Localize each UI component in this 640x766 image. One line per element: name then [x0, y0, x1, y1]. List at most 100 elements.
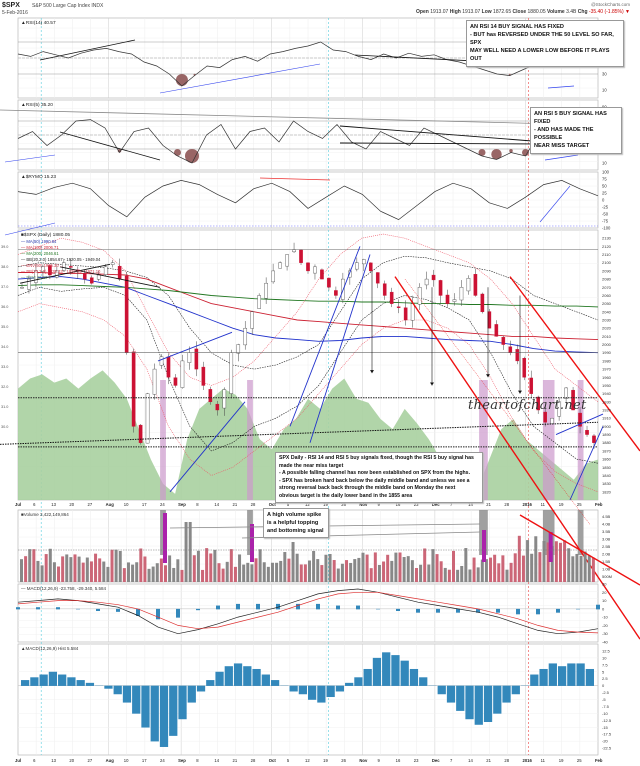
svg-text:10: 10 [602, 598, 607, 603]
svg-text:1870: 1870 [602, 448, 612, 453]
svg-text:75: 75 [602, 177, 607, 182]
svg-text:8: 8 [196, 502, 199, 507]
svg-text:11: 11 [541, 502, 546, 507]
svg-text:-30: -30 [602, 631, 609, 636]
svg-text:▲MACD(12,26,9) Hist 5.584: ▲MACD(12,26,9) Hist 5.584 [21, 646, 79, 651]
svg-text:1960: 1960 [602, 375, 612, 380]
svg-text:28: 28 [251, 758, 256, 763]
svg-text:1890: 1890 [602, 432, 612, 437]
svg-text:24: 24 [160, 502, 165, 507]
svg-text:21: 21 [233, 758, 238, 763]
svg-text:1950: 1950 [602, 383, 612, 388]
svg-text:6: 6 [33, 758, 36, 763]
svg-text:23: 23 [414, 758, 419, 763]
svg-text:50: 50 [602, 184, 607, 189]
svg-text:25: 25 [577, 758, 582, 763]
svg-text:500M: 500M [602, 574, 612, 579]
svg-text:2070: 2070 [602, 285, 612, 290]
svg-text:Sep: Sep [178, 758, 186, 763]
svg-text:100: 100 [602, 170, 610, 175]
svg-text:1.0B: 1.0B [602, 567, 611, 572]
svg-text:— MA(50) 1990.84: — MA(50) 1990.84 [21, 239, 57, 244]
svg-text:16: 16 [396, 758, 401, 763]
svg-text:Dec: Dec [432, 758, 440, 763]
svg-text:1850: 1850 [602, 465, 612, 470]
svg-text:10: 10 [124, 502, 129, 507]
svg-text:▲RSI(14) 40.57: ▲RSI(14) 40.57 [21, 20, 56, 26]
svg-text:2016: 2016 [523, 502, 533, 507]
svg-text:17: 17 [142, 758, 147, 763]
svg-text:1840: 1840 [602, 473, 612, 478]
svg-text:-10: -10 [602, 615, 609, 620]
svg-text:12.5: 12.5 [602, 648, 611, 653]
svg-text:1.5B: 1.5B [602, 559, 611, 564]
svg-text:20: 20 [602, 590, 607, 595]
svg-text:14: 14 [214, 758, 219, 763]
svg-text:5: 5 [602, 669, 605, 674]
svg-text:31.0: 31.0 [1, 405, 8, 409]
svg-text:2130: 2130 [602, 236, 612, 241]
svg-text:26: 26 [341, 502, 346, 507]
svg-text:— MA(100) 2006.71: — MA(100) 2006.71 [21, 245, 59, 250]
svg-text:35.0: 35.0 [1, 325, 8, 329]
svg-text:3.0B: 3.0B [602, 537, 611, 542]
svg-text:2010: 2010 [602, 334, 612, 339]
svg-text:4.0B: 4.0B [602, 522, 611, 527]
svg-text:Oct: Oct [269, 758, 277, 763]
main-annotation: SPX Daily - RSI 14 and RSI 5 buy signals… [275, 452, 483, 504]
svg-text:20: 20 [69, 758, 74, 763]
svg-text:1980: 1980 [602, 358, 612, 363]
svg-text:19: 19 [323, 502, 328, 507]
svg-text:19: 19 [323, 758, 328, 763]
svg-text:38.0: 38.0 [1, 265, 8, 269]
svg-text:21: 21 [486, 502, 491, 507]
svg-text:28: 28 [251, 502, 256, 507]
svg-text:-22.5: -22.5 [602, 746, 612, 751]
svg-text:-40: -40 [602, 640, 609, 645]
svg-text:2030: 2030 [602, 318, 612, 323]
svg-text:24: 24 [160, 758, 165, 763]
svg-text:2.5: 2.5 [602, 676, 608, 681]
svg-text:2040: 2040 [602, 309, 612, 314]
svg-text:-20: -20 [602, 623, 609, 628]
svg-text:13: 13 [51, 502, 56, 507]
svg-text:— BB(20,2.0) 1838.33 - 1920.05: — BB(20,2.0) 1838.33 - 1920.05 - 1971.10 [21, 269, 101, 274]
svg-text:-7.5: -7.5 [602, 704, 610, 709]
ohlc-summary: Open 1913.07 High 1913.07 Low 1872.65 Cl… [416, 9, 630, 15]
svg-text:26: 26 [341, 758, 346, 763]
svg-text:-75: -75 [602, 219, 609, 224]
svg-text:Nov: Nov [359, 502, 368, 507]
svg-text:-2.5: -2.5 [602, 690, 610, 695]
symbol: $SPX [2, 2, 20, 9]
svg-text:1830: 1830 [602, 481, 612, 486]
watermark: theartofchart.net [468, 398, 587, 413]
svg-text:30: 30 [602, 582, 607, 587]
svg-text:20: 20 [69, 502, 74, 507]
svg-text:-12.5: -12.5 [602, 718, 612, 723]
svg-text:Aug: Aug [106, 758, 115, 763]
svg-text:Jul: Jul [15, 758, 21, 763]
svg-text:2020: 2020 [602, 326, 612, 331]
svg-text:5: 5 [287, 758, 290, 763]
svg-text:10: 10 [602, 88, 607, 93]
svg-text:-15: -15 [602, 725, 609, 730]
svg-text:— MACD(12,26,9) -23.758, -29.3: — MACD(12,26,9) -23.758, -29.340, 5.584 [21, 586, 107, 591]
svg-text:27: 27 [88, 502, 93, 507]
svg-text:2080: 2080 [602, 277, 612, 282]
svg-text:28: 28 [504, 758, 509, 763]
svg-text:— RSM 30.20: — RSM 30.20 [21, 275, 48, 280]
svg-text:1990: 1990 [602, 350, 612, 355]
svg-text:14: 14 [214, 502, 219, 507]
svg-text:12: 12 [305, 758, 310, 763]
svg-text:37.0: 37.0 [1, 285, 8, 289]
chart-date: 5-Feb-2016 [2, 10, 28, 16]
svg-text:Feb: Feb [595, 758, 603, 763]
svg-text:10: 10 [602, 161, 607, 166]
svg-text:-100: -100 [602, 226, 611, 231]
volume-annotation: A high volume spike is a helpful topping… [263, 508, 329, 539]
svg-text:14: 14 [468, 758, 473, 763]
svg-text:39.0: 39.0 [1, 245, 8, 249]
svg-text:16: 16 [396, 502, 401, 507]
svg-text:Dec: Dec [432, 502, 440, 507]
svg-text:— BB(20,2.0) 1854.67 - 1920.05: — BB(20,2.0) 1854.67 - 1920.05 - 1949.04 [21, 257, 101, 262]
